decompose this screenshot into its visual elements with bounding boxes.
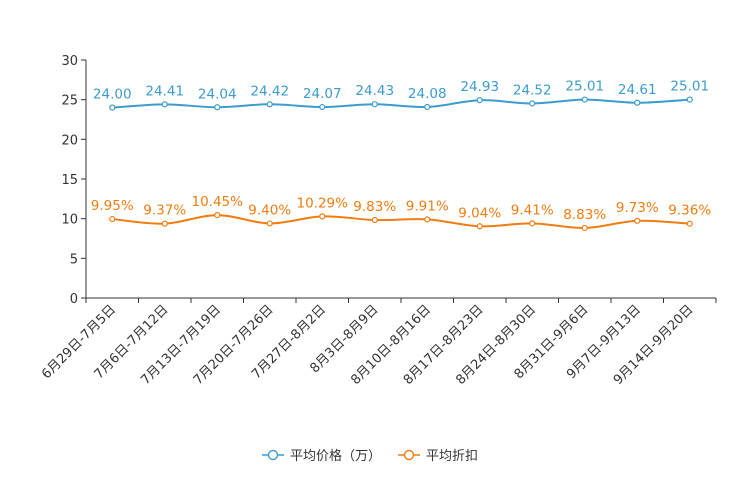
y-tick-label: 30: [61, 54, 78, 69]
data-point[interactable]: [634, 99, 641, 106]
legend-label: 平均价格（万）: [290, 448, 381, 464]
data-point[interactable]: [161, 101, 168, 108]
legend-item-1[interactable]: 平均价格（万）: [262, 448, 381, 464]
series-1: 24.00 24.41 24.04 24.42 24.07 24.43 24.08 24.93…: [93, 79, 709, 111]
y-tick-label: 15: [61, 173, 78, 188]
data-point[interactable]: [214, 211, 221, 219]
data-point[interactable]: [686, 96, 693, 103]
data-point[interactable]: [214, 104, 221, 111]
data-label: 10.29%: [297, 195, 349, 211]
series-line: [112, 98, 690, 109]
y-tick-label: 20: [61, 133, 78, 148]
legend-marker-icon: [403, 449, 415, 461]
data-point[interactable]: [371, 101, 378, 108]
data-label: 10.45%: [192, 194, 244, 210]
data-label: 9.36%: [668, 203, 711, 219]
data-point[interactable]: [424, 103, 431, 111]
data-point[interactable]: [476, 97, 483, 104]
y-tick-label: 25: [61, 94, 78, 109]
data-label: 9.91%: [406, 198, 449, 214]
data-label: 9.41%: [511, 202, 554, 218]
data-point[interactable]: [686, 220, 693, 227]
data-point[interactable]: [581, 96, 588, 103]
data-point[interactable]: [529, 220, 536, 227]
data-label: 24.93: [460, 79, 499, 95]
data-label: 9.37%: [143, 203, 186, 219]
series-layer: 24.00 24.41 24.04 24.42 24.07 24.43 24.08 24.93…: [91, 79, 711, 232]
y-tick-label: 0: [70, 292, 78, 307]
data-label: 25.01: [670, 79, 709, 95]
legend-label: 平均折扣: [426, 449, 478, 464]
data-label: 9.04%: [458, 205, 501, 221]
y-axis-ticks: 0 5 10 15 20 25 30: [61, 54, 86, 307]
data-label: 25.01: [565, 79, 604, 95]
data-label: 9.73%: [616, 200, 659, 216]
y-tick-label: 5: [70, 252, 78, 267]
data-point[interactable]: [634, 217, 641, 224]
data-label: 24.00: [93, 87, 132, 103]
data-point[interactable]: [476, 223, 483, 230]
data-label: 24.43: [355, 83, 394, 99]
series-2: 9.95% 9.37% 10.45%9.40% 10.29% 9.83% 9.91% 9.0…: [91, 194, 711, 232]
x-axis-ticks: 6月29日-7月5日7月6日-7月12日7月13日-7月19日7月20日-7月2…: [39, 298, 717, 388]
data-label: 9.83%: [353, 199, 396, 215]
y-tick-label: 10: [61, 213, 78, 228]
data-label: 9.95%: [91, 198, 134, 214]
data-label: 24.04: [198, 86, 237, 102]
data-point[interactable]: [109, 104, 116, 111]
data-label: 9.40%: [248, 202, 291, 218]
data-label: 24.07: [303, 86, 342, 102]
data-point[interactable]: [266, 220, 273, 227]
data-point[interactable]: [319, 213, 326, 220]
legend[interactable]: 平均价格（万） 平均折扣: [262, 448, 478, 464]
data-label: 8.83%: [563, 207, 606, 223]
data-point[interactable]: [581, 224, 588, 232]
data-point[interactable]: [424, 216, 431, 223]
data-point[interactable]: [109, 215, 116, 223]
data-label: 24.08: [408, 86, 447, 102]
data-label: 24.52: [513, 82, 552, 98]
data-point[interactable]: [371, 216, 378, 224]
legend-marker-icon: [267, 449, 279, 461]
data-point[interactable]: [319, 103, 326, 111]
data-point[interactable]: [266, 101, 273, 108]
data-point[interactable]: [161, 220, 168, 227]
data-label: 24.42: [250, 83, 289, 99]
legend-item-2[interactable]: 平均折扣: [398, 449, 478, 464]
data-label: 24.61: [618, 82, 657, 98]
data-label: 24.41: [145, 83, 184, 99]
series-line: [112, 214, 690, 229]
data-point[interactable]: [529, 100, 536, 107]
